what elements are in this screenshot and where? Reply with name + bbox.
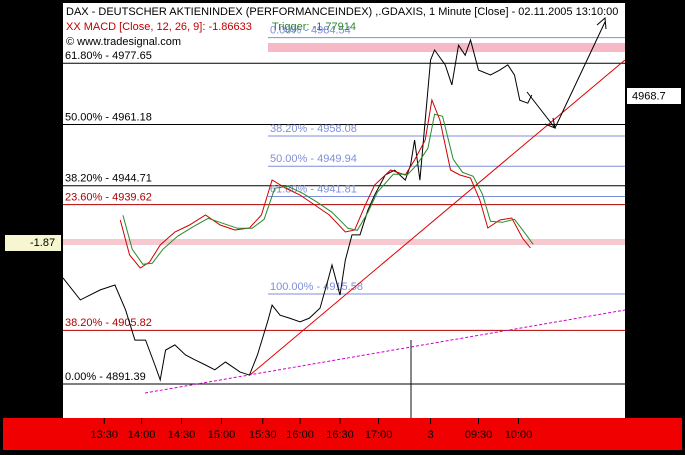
indicator-label: XX MACD [Close, 12, 26, 9]: -1.86633 (66, 21, 252, 33)
chart-title: DAX - DEUTSCHER AKTIENINDEX (PERFORMANCE… (66, 6, 618, 18)
macd-value: -1.87 (30, 237, 55, 249)
fib-label: 0.00% - 4984.54 (270, 24, 351, 36)
fib-label: 61.80% - 4977.65 (65, 50, 152, 62)
highlight-band (63, 239, 625, 245)
plot-area (63, 3, 625, 418)
macd-box (5, 235, 61, 251)
x-tick-label: 13:30 (91, 429, 119, 441)
credit: © www.tradesignal.com (66, 36, 181, 48)
highlight-band (268, 43, 625, 52)
fib-label: 50.00% - 4961.18 (65, 111, 152, 123)
x-tick-label: 15:30 (249, 429, 277, 441)
fib-label: 61.80% - 4941.81 (270, 183, 357, 195)
trigger-label: Trigger: -1.77914 (272, 21, 356, 33)
x-tick-label: 10:00 (505, 429, 533, 441)
fib-label: 50.00% - 4949.94 (270, 153, 357, 165)
x-tick-label: 16:30 (326, 429, 354, 441)
x-tick-label: 14:00 (128, 429, 156, 441)
fib-label: 38.20% - 4905.82 (65, 317, 152, 329)
x-tick-label: 3 (428, 429, 434, 441)
fib-label: 38.20% - 4958.08 (270, 123, 357, 135)
x-tick-label: 09:30 (465, 429, 493, 441)
price-box (627, 88, 681, 104)
x-tick-label: 16:00 (286, 429, 314, 441)
arrow-head (544, 117, 556, 129)
series-line (119, 98, 531, 269)
x-tick-label: 15:00 (208, 429, 236, 441)
fib-label: 38.20% - 4944.71 (65, 173, 152, 185)
last-price: 4968.7 (632, 90, 666, 102)
fib-label: 0.00% - 4891.39 (65, 371, 146, 383)
time-axis-bar (3, 418, 682, 450)
fib-label: 23.60% - 4939.62 (65, 192, 152, 204)
fib-label: 100.00% - 4915.58 (270, 281, 363, 293)
x-tick-label: 14:30 (168, 429, 196, 441)
arrow-head (596, 16, 607, 30)
series-line (62, 38, 533, 382)
series-line (122, 113, 534, 265)
trend-line (144, 309, 626, 394)
x-tick-label: 17:00 (365, 429, 393, 441)
